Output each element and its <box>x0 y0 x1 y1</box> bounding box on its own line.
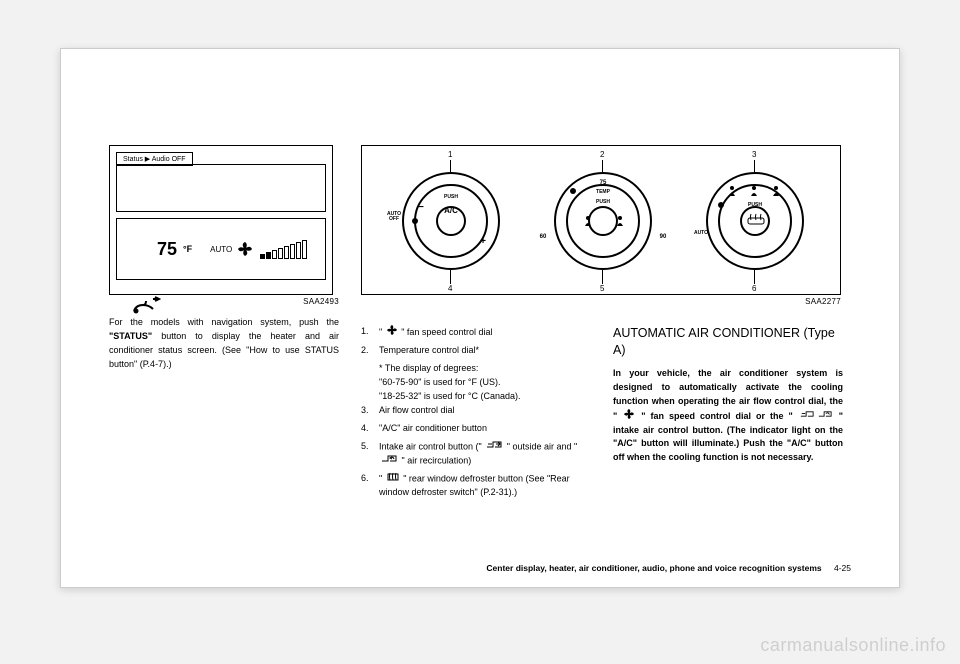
minus-icon: − <box>418 202 424 213</box>
left-paragraph: For the models with navigation system, p… <box>109 316 339 372</box>
callout-2: 2 <box>600 150 604 159</box>
outside-air-icon <box>800 409 814 423</box>
column-3: AUTOMATIC AIR CONDITIONER (Type A) In yo… <box>613 315 843 465</box>
person-icons <box>582 214 626 228</box>
label-60: 60 <box>528 234 558 240</box>
text: " fan speed control dial <box>399 327 493 337</box>
rear-defrost-icon <box>387 472 399 486</box>
status-bold: "STATUS" <box>109 331 152 341</box>
legend-sub: "60-75-90" is used for °F (US). <box>379 376 591 390</box>
defrost-icon <box>746 212 766 226</box>
legend-item-4: 4. "A/C" air conditioner button <box>361 422 591 436</box>
figure-dials-wrapper: 1 2 3 PUSH A/C AUTO OFF − + <box>361 145 841 306</box>
callout-3: 3 <box>752 150 756 159</box>
callout-1: 1 <box>448 150 452 159</box>
text: " rear window defroster button (See "Rea… <box>379 473 570 497</box>
label-75: 75 <box>556 180 650 186</box>
page-number: 4-25 <box>834 563 851 573</box>
temp-unit: °F <box>183 244 192 254</box>
status-panel-top <box>116 164 326 212</box>
legend-text: " " fan speed control dial <box>379 325 591 340</box>
legend-num: 5. <box>361 440 379 469</box>
lead-line <box>450 270 451 284</box>
legend-text: Intake air control button (" " outside a… <box>379 440 591 469</box>
legend-num: 3. <box>361 404 379 418</box>
recirculation-icon <box>818 409 832 423</box>
lead-line <box>450 160 451 172</box>
text: " <box>379 327 385 337</box>
legend-item-2: 2. Temperature control dial* <box>361 344 591 358</box>
temperature-dial: 75 TEMP PUSH 60 90 <box>554 172 652 270</box>
text: " <box>379 473 385 483</box>
text: Intake air control button (" <box>379 441 484 451</box>
figure-dials: 1 2 3 PUSH A/C AUTO OFF − + <box>361 145 841 295</box>
manual-page: Status ▶ Audio OFF 75 °F AUTO <box>60 48 900 588</box>
plus-icon: + <box>480 236 486 247</box>
legend-item-5: 5. Intake air control button (" " outsid… <box>361 440 591 469</box>
callout-4: 4 <box>448 284 452 293</box>
chapter-title: Center display, heater, air conditioner,… <box>486 563 821 573</box>
legend-text: " " rear window defroster button (See "R… <box>379 472 591 500</box>
label-90: 90 <box>648 234 678 240</box>
fan-speed-dial: PUSH A/C AUTO OFF − + <box>402 172 500 270</box>
legend-item-3: 3. Air flow control dial <box>361 404 591 418</box>
text: " fan speed control dial or the " <box>636 410 797 420</box>
lead-line <box>602 160 603 172</box>
legend-text: "A/C" air conditioner button <box>379 422 591 436</box>
auto-label: AUTO <box>682 230 720 236</box>
outside-air-icon <box>486 440 502 454</box>
airflow-mode-icons <box>724 182 784 202</box>
fan-speed-bars <box>260 239 307 259</box>
column-1: Status ▶ Audio OFF 75 °F AUTO <box>109 145 339 372</box>
legend-num: 2. <box>361 344 379 358</box>
fan-icon <box>387 325 397 340</box>
airflow-icon <box>131 295 161 315</box>
legend-sub: * The display of degrees: <box>379 362 591 376</box>
legend-item-1: 1. " " fan speed control dial <box>361 325 591 340</box>
figure-status-screen: Status ▶ Audio OFF 75 °F AUTO <box>109 145 333 295</box>
text: " outside air and " <box>504 441 577 451</box>
section-body: In your vehicle, the air conditioner sys… <box>613 367 843 466</box>
column-2: 1. " " fan speed control dial 2. Tempera… <box>361 315 591 504</box>
fan-icon <box>624 409 634 424</box>
legend-num: 1. <box>361 325 379 340</box>
lead-line <box>602 270 603 284</box>
temp-value: 75 <box>157 239 177 260</box>
content-area: Status ▶ Audio OFF 75 °F AUTO <box>109 145 851 547</box>
legend-list: 1. " " fan speed control dial 2. Tempera… <box>361 325 591 500</box>
legend-text: Air flow control dial <box>379 404 591 418</box>
legend-num: 4. <box>361 422 379 436</box>
callout-5: 5 <box>600 284 604 293</box>
legend-text: Temperature control dial* <box>379 344 591 358</box>
recirculation-icon <box>381 454 397 468</box>
auto-off-label: AUTO OFF <box>374 212 414 222</box>
text: For the models with navigation system, p… <box>109 317 339 327</box>
page-footer: Center display, heater, air conditioner,… <box>61 563 851 573</box>
fan-icon <box>238 242 252 256</box>
status-panel-bottom: 75 °F AUTO <box>116 218 326 280</box>
watermark: carmanualsonline.info <box>760 635 946 656</box>
callout-6: 6 <box>752 284 756 293</box>
push-label: PUSH <box>404 194 498 200</box>
lead-line <box>754 270 755 284</box>
figure-right-caption: SAA2277 <box>361 297 841 306</box>
section-title: AUTOMATIC AIR CONDITIONER (Type A) <box>613 325 843 359</box>
legend-sub: "18-25-32" is used for °C (Canada). <box>379 390 591 404</box>
auto-label: AUTO <box>210 245 232 254</box>
text: " air recirculation) <box>399 455 471 465</box>
legend-num: 6. <box>361 472 379 500</box>
airflow-dial: PUSH AUTO <box>706 172 804 270</box>
push-label: PUSH <box>556 199 650 205</box>
legend-item-6: 6. " " rear window defroster button (See… <box>361 472 591 500</box>
lead-line <box>754 160 755 172</box>
